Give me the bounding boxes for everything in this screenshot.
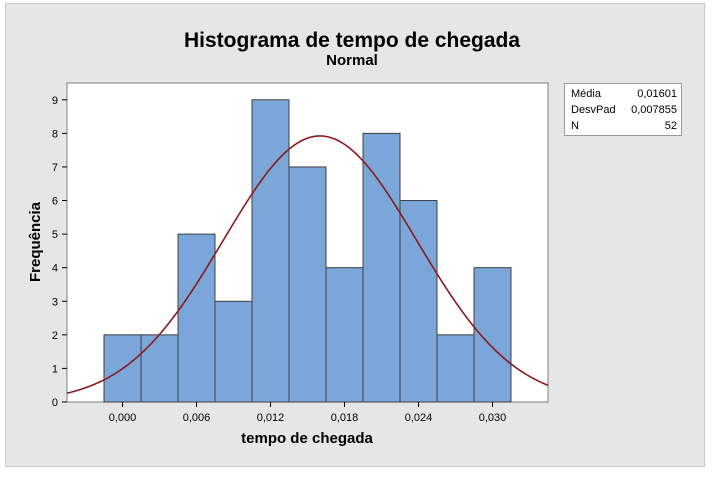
stat-row-mean: Média 0,01601 (571, 86, 677, 102)
y-tick-label: 0 (52, 397, 58, 409)
normal-fit-curve (66, 135, 549, 394)
histogram-bar (177, 233, 216, 403)
x-tick-label: 0,018 (331, 412, 359, 424)
histogram-bar (288, 166, 327, 403)
x-tick-label: 0,006 (183, 412, 211, 424)
stat-value: 52 (664, 120, 677, 132)
chart-subtitle: Normal (326, 52, 378, 69)
stat-label: Média (571, 88, 601, 100)
y-tick-label: 1 (52, 363, 58, 375)
y-tick-label: 4 (52, 263, 58, 275)
stat-label: N (571, 120, 579, 132)
y-tick-label: 7 (52, 162, 58, 174)
y-tick-label: 9 (52, 95, 58, 107)
histogram-bar (399, 200, 438, 403)
x-tick-label: 0,000 (109, 412, 137, 424)
histogram-bar (436, 334, 475, 403)
histogram-bar (251, 99, 290, 403)
y-axis-label: Frequência (27, 201, 44, 282)
y-tick-label: 2 (52, 330, 58, 342)
x-tick-label: 0,024 (405, 412, 433, 424)
stat-row-n: N 52 (571, 118, 677, 134)
y-tick-label: 6 (52, 196, 58, 208)
y-tick-label: 8 (52, 128, 58, 140)
x-tick-label: 0,030 (479, 412, 507, 424)
histogram-bar (362, 132, 401, 403)
y-tick-label: 3 (52, 296, 58, 308)
x-tick-label: 0,012 (257, 412, 285, 424)
histogram-bar (473, 267, 512, 403)
y-tick-label: 5 (52, 229, 58, 241)
histogram-bar (140, 334, 179, 403)
stat-row-stdev: DesvPad 0,007855 (571, 102, 677, 118)
stat-value: 0,007855 (631, 104, 677, 116)
stat-value: 0,01601 (637, 88, 677, 100)
histogram-bar (214, 300, 253, 403)
x-axis-label: tempo de chegada (241, 430, 373, 447)
histogram-bar (325, 267, 364, 403)
stat-label: DesvPad (571, 104, 616, 116)
stats-legend-box: Média 0,01601 DesvPad 0,007855 N 52 (564, 83, 682, 136)
chart-title: Histograma de tempo de chegada (184, 29, 520, 52)
